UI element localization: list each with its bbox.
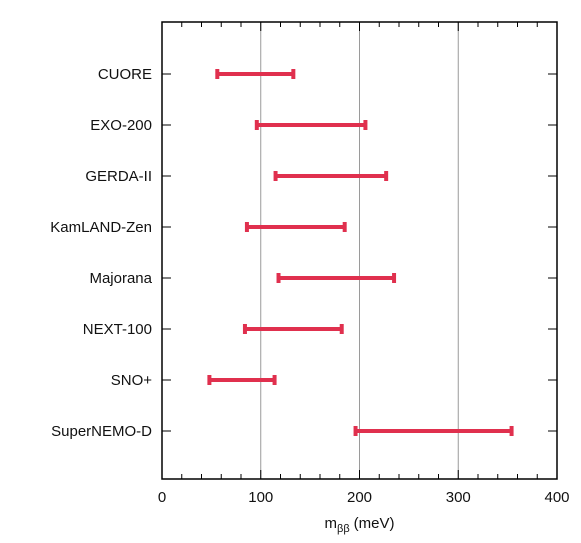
x-axis-title-symbol: m xyxy=(325,515,338,532)
category-label: SNO+ xyxy=(111,372,153,389)
category-label: SuperNEMO-D xyxy=(51,423,152,440)
category-label: GERDA-II xyxy=(85,168,152,185)
interval-bars xyxy=(207,69,514,436)
interval-sno- xyxy=(207,375,277,385)
x-axis-title-subscript: ββ xyxy=(337,523,350,535)
interval-cuore xyxy=(215,69,296,79)
category-labels: CUORE EXO-200 GERDA-II KamLAND-Zen Majorana N… xyxy=(50,66,557,440)
x-ticks: 0 100 200 300 400 xyxy=(158,22,570,506)
category-label: CUORE xyxy=(98,66,152,83)
x-tick-label: 100 xyxy=(248,489,273,506)
x-tick-label: 300 xyxy=(446,489,471,506)
category-label: KamLAND-Zen xyxy=(50,219,152,236)
category-label: NEXT-100 xyxy=(83,321,152,338)
interval-majorana xyxy=(276,273,397,283)
x-tick-label: 200 xyxy=(347,489,372,506)
interval-exo-200 xyxy=(254,120,368,130)
interval-next-100 xyxy=(242,324,344,334)
x-tick-label: 0 xyxy=(158,489,166,506)
interval-gerda-ii xyxy=(273,171,389,181)
category-label: Majorana xyxy=(89,270,152,287)
x-axis-title-unit: (meV) xyxy=(354,515,395,532)
category-label: EXO-200 xyxy=(90,117,152,134)
x-tick-label: 400 xyxy=(544,489,569,506)
interval-supernemo-d xyxy=(353,426,514,436)
x-axis-title: mββ (meV) xyxy=(325,515,395,535)
grid-lines xyxy=(260,22,459,479)
interval-kamland-zen xyxy=(244,222,347,232)
